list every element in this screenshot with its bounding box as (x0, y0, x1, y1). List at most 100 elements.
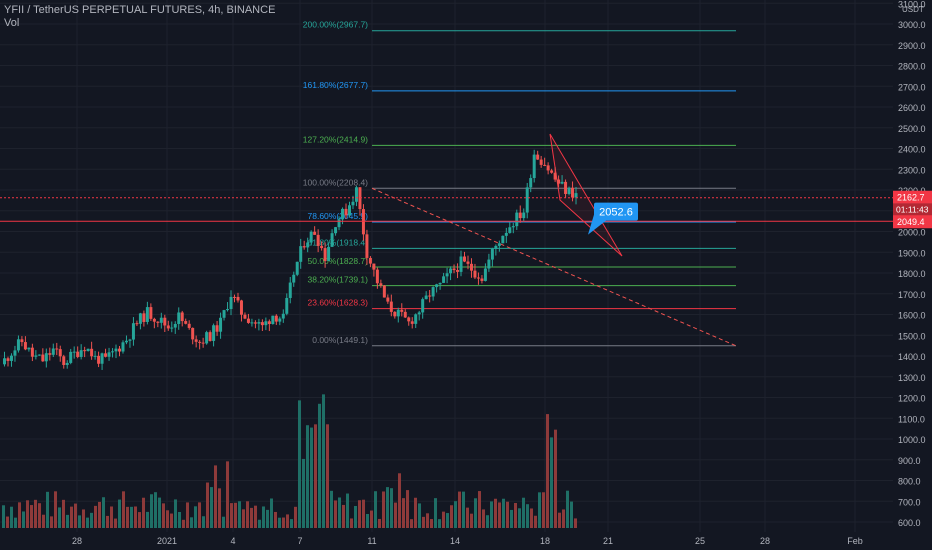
volume-bar (370, 510, 373, 528)
candle-body (469, 263, 473, 271)
time-tick: 2021 (157, 536, 177, 546)
volume-bar (338, 497, 341, 528)
volume-bar (202, 516, 205, 528)
price-tick: 1700.0 (898, 290, 926, 300)
volume-bar (514, 502, 517, 528)
candle-body (264, 321, 268, 326)
symbol-title[interactable]: YFII / TetherUS PERPETUAL FUTURES, 4h, B… (4, 4, 276, 16)
volume-bar (266, 509, 269, 528)
volume-bar (2, 505, 5, 528)
candle-body (316, 234, 320, 246)
volume-bar (390, 488, 393, 528)
candle-body (215, 325, 219, 332)
volume-bar (242, 509, 245, 528)
volume-bar (502, 498, 505, 528)
candle-body (62, 356, 66, 365)
volume-bar (86, 517, 89, 528)
candle-body (243, 314, 247, 319)
volume-bar (470, 513, 473, 528)
candle-body (104, 353, 108, 357)
candle-body (100, 353, 104, 364)
volume-bar (398, 473, 401, 528)
volume-bar (246, 501, 249, 528)
candle-body (86, 348, 90, 352)
candle-body (267, 321, 271, 324)
volume-bar (150, 494, 153, 528)
volume-bar (326, 424, 329, 528)
fib-retracement[interactable]: 200.00%(2967.7) 161.80%(2677.7) 127.20%(24… (303, 20, 736, 347)
price-tick: 700.0 (898, 497, 921, 507)
candle-body (97, 355, 101, 364)
candle-body (518, 212, 522, 219)
candle-body (504, 232, 508, 236)
fib-level-label: 23.60%(1628.3) (308, 298, 369, 308)
candle-body (187, 323, 191, 328)
volume-bar (98, 501, 101, 528)
volume-bar (478, 491, 481, 528)
candle-body (299, 246, 303, 262)
candle-body (358, 187, 362, 210)
candle-body (37, 354, 41, 356)
fib-level-label: 200.00%(2967.7) (303, 20, 368, 30)
candle-body (93, 355, 97, 357)
volume-bar (306, 425, 309, 528)
volume-label[interactable]: Vol (4, 17, 20, 29)
volume-bar (94, 505, 97, 528)
volume-bar (234, 502, 237, 528)
volume-bar (430, 519, 433, 528)
candle-body (375, 269, 379, 284)
candle-body (344, 208, 348, 216)
candle-body (222, 310, 226, 318)
candle-body (166, 325, 170, 329)
candle-body (330, 233, 334, 247)
time-tick: 28 (760, 536, 770, 546)
price-tick: 1200.0 (898, 394, 926, 404)
volume-bar (166, 510, 169, 528)
volume-bar (230, 503, 233, 528)
candle-body (170, 327, 174, 329)
candle-body (55, 348, 59, 350)
volume-bar (366, 513, 369, 528)
candle-body (431, 287, 435, 297)
fib-level-label: 61.80%(1918.4) (308, 237, 369, 247)
volume-bar (294, 506, 297, 528)
candle-body (226, 309, 230, 311)
candle-body (341, 208, 345, 220)
volume-bar (182, 519, 185, 528)
volume-bar (122, 491, 125, 528)
candle-body (396, 309, 400, 317)
volume-bar (198, 502, 201, 528)
candle-body (13, 350, 17, 356)
volume-bar (26, 500, 29, 528)
volume-bar (6, 516, 9, 528)
candle-body (260, 322, 264, 326)
candle-body (337, 219, 341, 228)
candle-body (23, 342, 27, 350)
price-tick: 2700.0 (898, 82, 926, 92)
volume-bar (22, 511, 25, 528)
volume-bar (70, 506, 73, 528)
fib-level-label: 50.00%(1828.7) (308, 256, 369, 266)
candle-body (438, 282, 442, 285)
candle-body (145, 307, 149, 322)
candle-body (400, 309, 404, 312)
fib-level-label: 0.00%(1449.1) (312, 335, 368, 345)
candle-body (111, 351, 115, 353)
time-axis[interactable]: 28 2021 4 7 11 14 18 21 25 28 Feb (0, 532, 932, 550)
volume-bar (538, 492, 541, 528)
volume-bar (318, 403, 321, 528)
price-tick: 1100.0 (898, 414, 925, 424)
price-axis[interactable]: 3100.0 3000.0 2900.0 2800.0 2700.0 2600.0 2500… (893, 0, 932, 550)
volume-bar (466, 507, 469, 528)
volume-bar (342, 504, 345, 528)
volume-bar (446, 513, 449, 528)
volume-bar (290, 519, 293, 528)
price-tick: 1500.0 (898, 331, 926, 341)
volume-bar (34, 499, 37, 528)
candle-body (233, 296, 236, 298)
volume-bar (162, 503, 165, 528)
candle-body (511, 226, 515, 228)
volume-bar (38, 503, 41, 528)
